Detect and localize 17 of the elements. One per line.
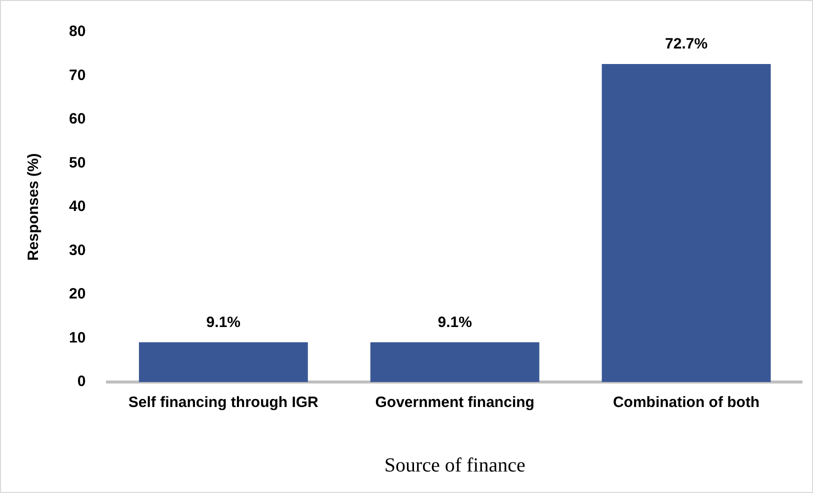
y-tick-label: 40	[68, 198, 86, 216]
x-tick-label: Self financing through IGR	[128, 394, 319, 412]
y-tick-label: 60	[68, 110, 86, 128]
x-tick-label: Government financing	[375, 394, 534, 412]
y-tick-label: 80	[68, 23, 86, 40]
y-tick-label: 50	[68, 154, 86, 172]
y-axis-title: Responses (%)	[25, 153, 42, 261]
y-tick-label: 30	[68, 242, 86, 259]
y-tick-label: 70	[68, 66, 86, 84]
y-tick-label: 10	[68, 329, 86, 346]
y-tick-label: 0	[77, 373, 86, 390]
y-tick-label: 20	[68, 286, 86, 303]
data-label: 9.1%	[438, 314, 472, 331]
x-tick-label: Combination of both	[612, 394, 760, 412]
data-label: 72.7%	[665, 36, 708, 53]
data-label: 9.1%	[206, 314, 241, 331]
x-axis-title: Source of finance	[384, 454, 526, 476]
